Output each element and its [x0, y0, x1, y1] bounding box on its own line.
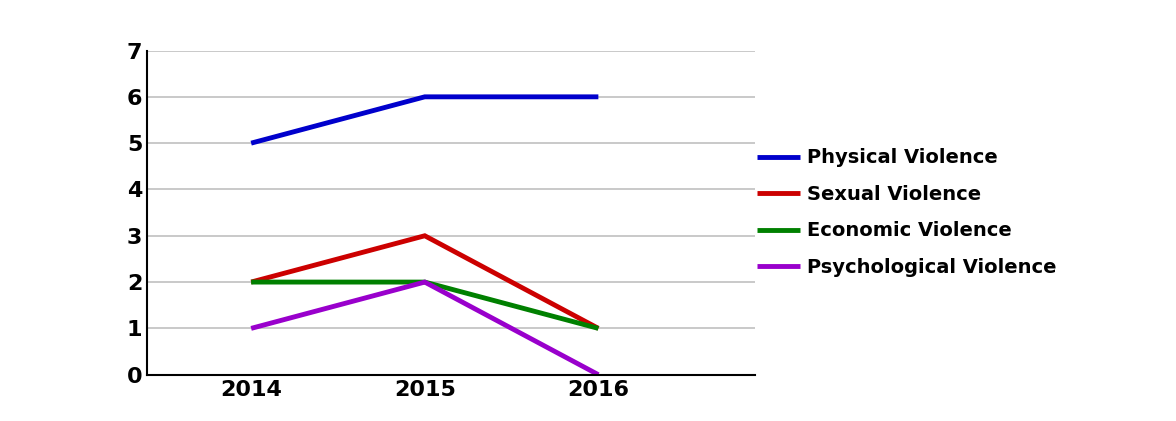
Psychological Violence	[592, 372, 606, 377]
Economic Violence	[417, 280, 432, 285]
Sexual Violence	[245, 280, 259, 285]
Physical Violence	[592, 94, 606, 99]
Psychological Violence	[417, 280, 432, 285]
Line: Physical Violence: Physical Violence	[252, 97, 599, 143]
Sexual Violence	[592, 326, 606, 331]
Physical Violence	[417, 94, 432, 99]
Economic Violence	[245, 280, 259, 285]
Physical Violence	[245, 141, 259, 146]
Line: Economic Violence: Economic Violence	[252, 282, 599, 328]
Legend: Physical Violence, Sexual Violence, Economic Violence, Psychological Violence: Physical Violence, Sexual Violence, Econ…	[749, 141, 1064, 285]
Psychological Violence	[245, 326, 259, 331]
Line: Sexual Violence: Sexual Violence	[252, 236, 599, 328]
Economic Violence	[592, 326, 606, 331]
Sexual Violence	[417, 233, 432, 238]
Line: Psychological Violence: Psychological Violence	[252, 282, 599, 375]
